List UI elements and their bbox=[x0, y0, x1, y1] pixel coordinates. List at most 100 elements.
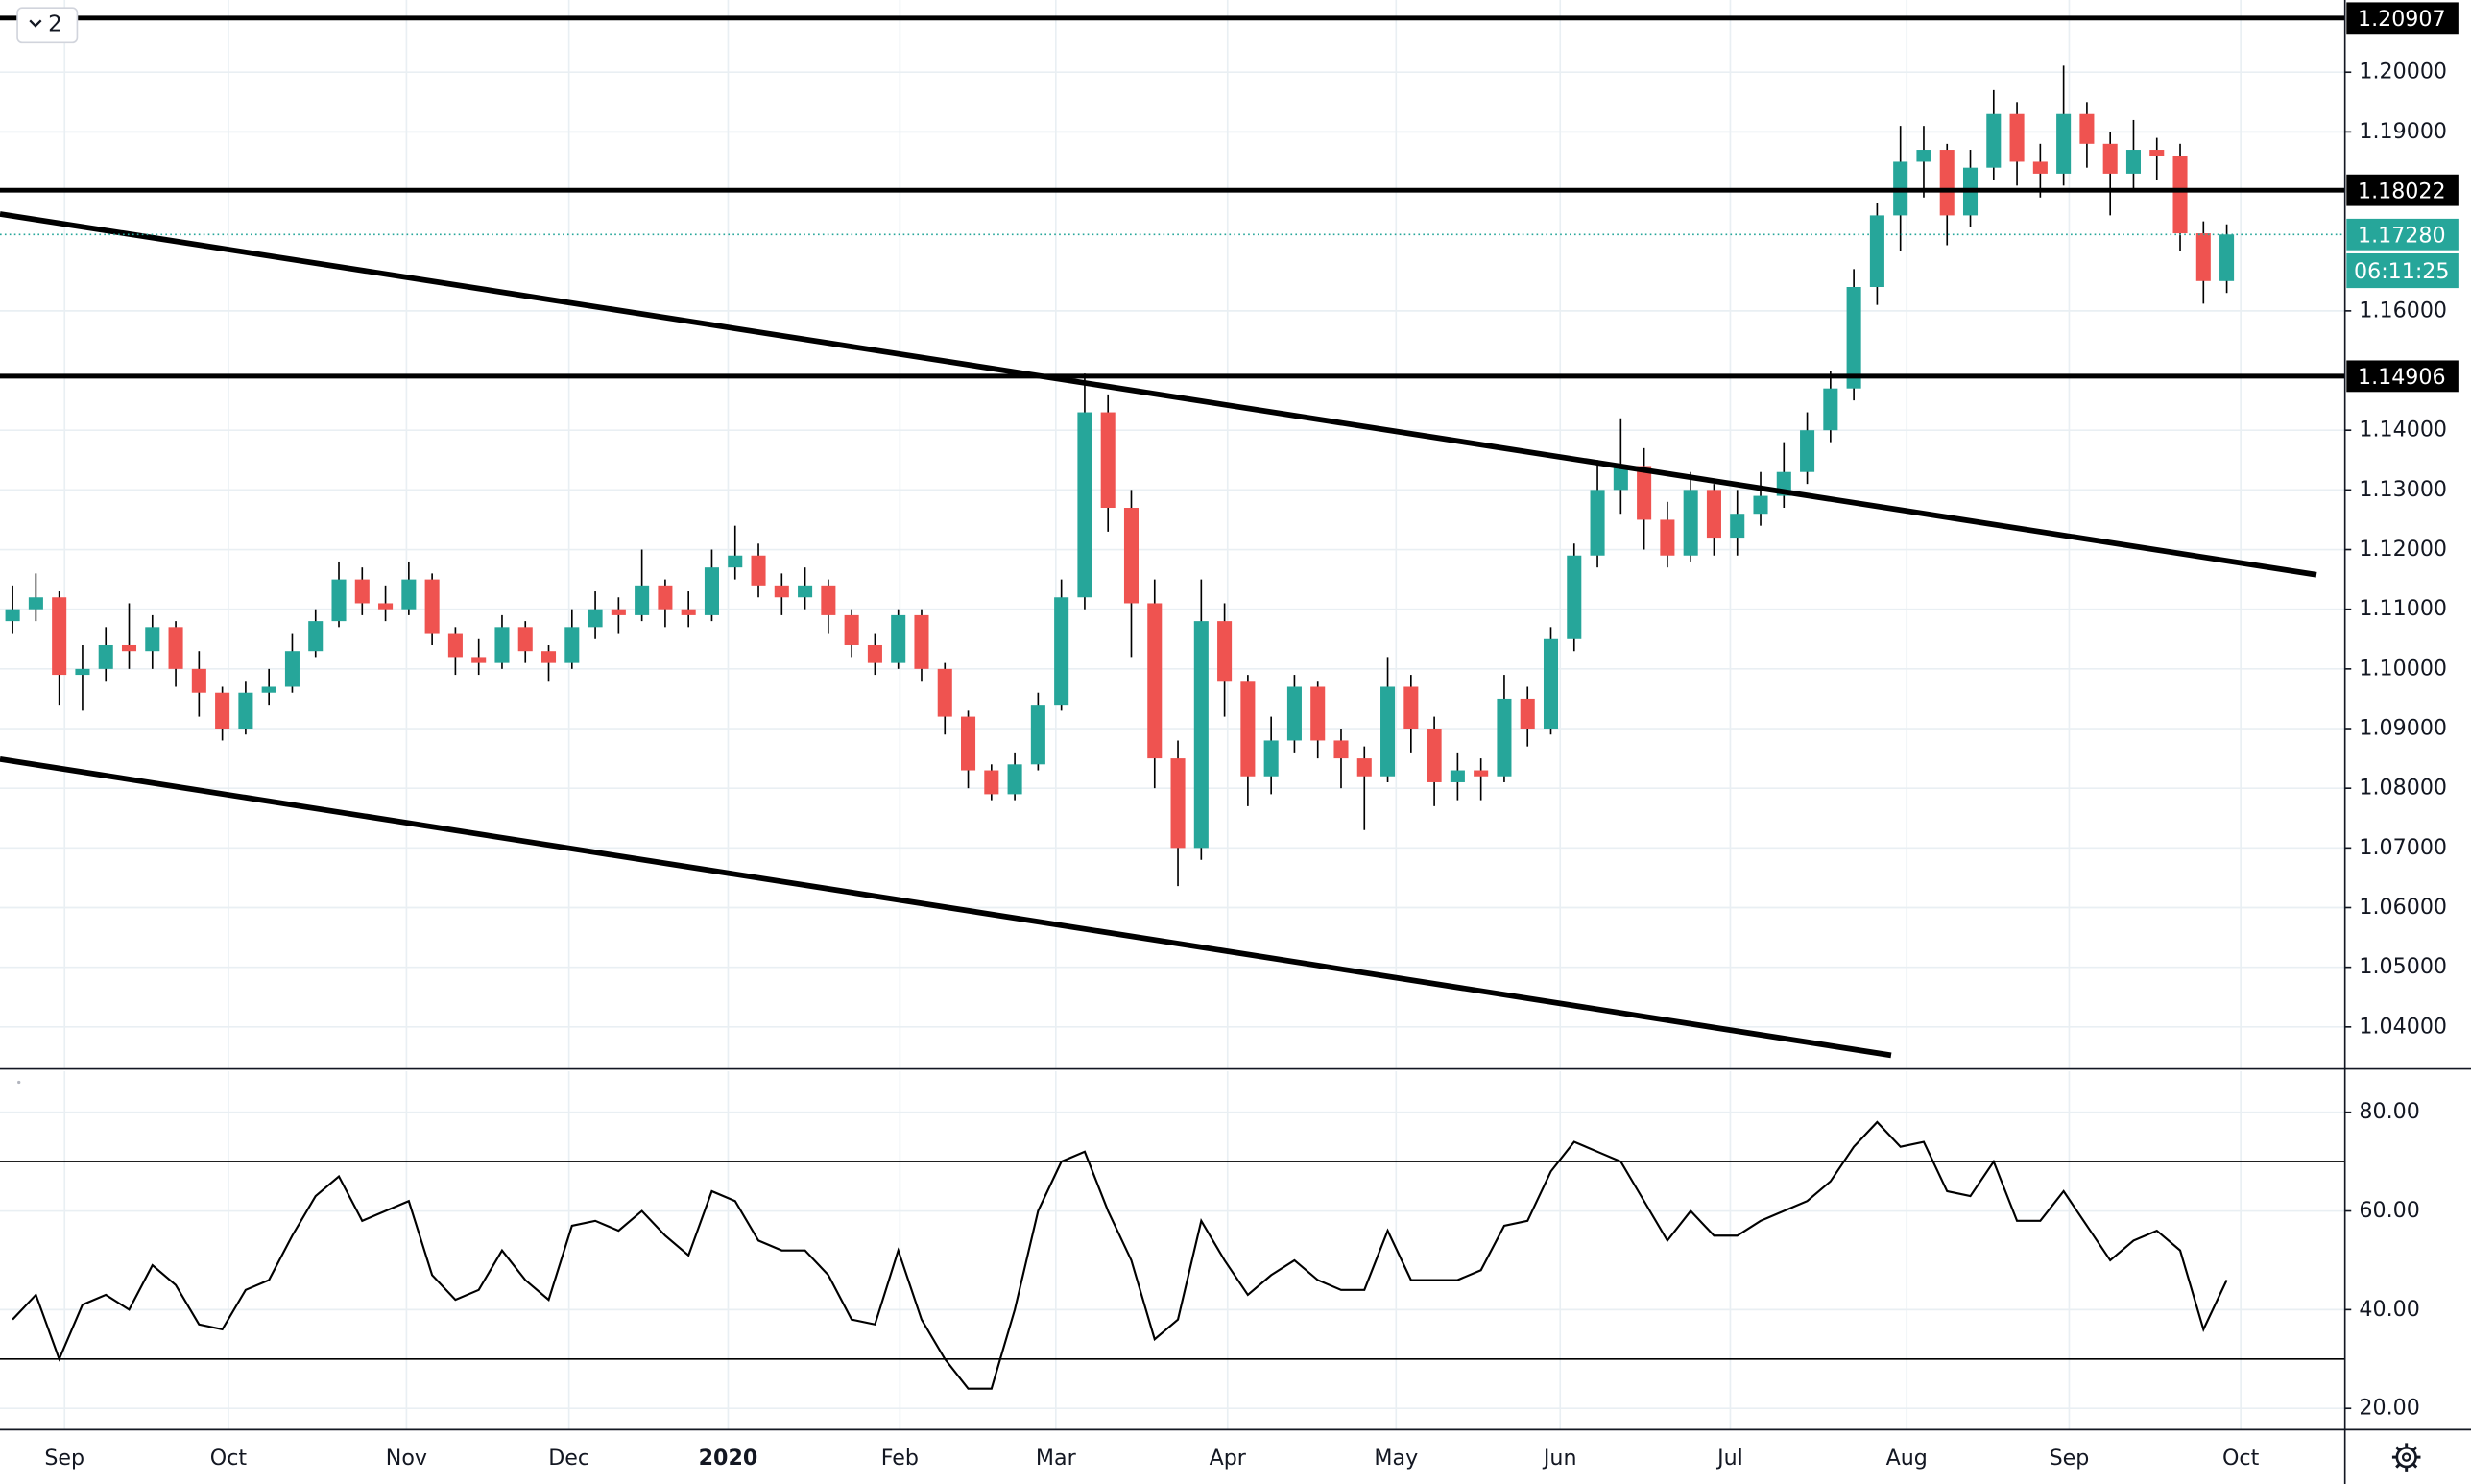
level-label-box bbox=[2346, 174, 2459, 206]
badge[interactable]: 2 bbox=[16, 7, 79, 44]
y-tick-label: 60.00 bbox=[2359, 1198, 2419, 1223]
candle-body bbox=[1193, 621, 1209, 849]
pane-dot bbox=[17, 1080, 21, 1085]
x-tick-label: Apr bbox=[1210, 1446, 1247, 1471]
candle-body bbox=[774, 585, 789, 598]
candle-body bbox=[401, 579, 417, 610]
candle-body bbox=[308, 621, 324, 652]
candle-body bbox=[1217, 621, 1233, 682]
candle-body bbox=[1683, 490, 1698, 556]
y-tick-label: 1.16000 bbox=[2359, 298, 2447, 323]
x-tick-label: Jun bbox=[1542, 1446, 1577, 1471]
candle-body bbox=[1263, 740, 1279, 777]
x-tick-label: Jul bbox=[1715, 1446, 1743, 1471]
level-label: 1.18022 bbox=[2358, 179, 2446, 203]
y-tick-label: 1.20000 bbox=[2359, 60, 2447, 84]
candle-body bbox=[28, 597, 43, 610]
last-price-box bbox=[2346, 218, 2459, 251]
x-tick-label: Oct bbox=[2222, 1446, 2260, 1471]
candle-body bbox=[191, 668, 206, 693]
candle-body bbox=[1637, 466, 1652, 520]
y-tick-label: 1.19000 bbox=[2359, 119, 2447, 144]
candle-body bbox=[1403, 686, 1419, 730]
candle-body bbox=[1007, 764, 1022, 795]
candle-body bbox=[751, 555, 766, 586]
candle-body bbox=[1427, 729, 1442, 782]
candle-body bbox=[704, 567, 719, 615]
y-tick-label: 1.06000 bbox=[2359, 895, 2447, 920]
gear-hub bbox=[2401, 1452, 2411, 1462]
x-tick-label: Dec bbox=[548, 1446, 589, 1471]
candle-body bbox=[635, 585, 650, 615]
candle-body bbox=[1869, 215, 1884, 288]
candle-body bbox=[914, 614, 929, 669]
candle-body bbox=[2009, 113, 2025, 162]
candle-body bbox=[145, 627, 160, 652]
candle-body bbox=[1916, 150, 1931, 162]
candle-body bbox=[2172, 156, 2188, 234]
candle-body bbox=[2149, 150, 2165, 156]
candle-body bbox=[354, 579, 370, 604]
candle-body bbox=[1823, 388, 1838, 431]
y-tick-label: 1.14000 bbox=[2359, 418, 2447, 443]
y-tick-label: 1.09000 bbox=[2359, 716, 2447, 741]
badge-count: 2 bbox=[48, 12, 62, 37]
y-tick-label: 1.05000 bbox=[2359, 954, 2447, 979]
candle-body bbox=[658, 585, 673, 610]
settings-button[interactable] bbox=[2391, 1443, 2421, 1472]
candle-body bbox=[75, 668, 90, 676]
candle-body bbox=[540, 651, 557, 663]
y-tick-label: 40.00 bbox=[2359, 1297, 2419, 1322]
candle-body bbox=[2219, 234, 2235, 281]
badge-box[interactable] bbox=[16, 7, 79, 44]
marks bbox=[0, 15, 2345, 1390]
candle-body bbox=[821, 585, 836, 615]
y-tick-label: 80.00 bbox=[2359, 1099, 2419, 1124]
candle-body bbox=[471, 657, 487, 663]
level-label: 1.14906 bbox=[2358, 365, 2446, 390]
candle-body bbox=[1286, 686, 1302, 741]
x-tick-label: Sep bbox=[2050, 1446, 2090, 1471]
candle-body bbox=[1356, 758, 1372, 777]
y-tick-label: 1.04000 bbox=[2359, 1014, 2447, 1039]
candle-body bbox=[1520, 698, 1535, 730]
candle-body bbox=[2032, 161, 2048, 174]
candle-body bbox=[867, 644, 882, 663]
candle-body bbox=[215, 692, 230, 730]
candle-body bbox=[5, 609, 20, 622]
candle-body bbox=[2056, 113, 2072, 174]
candle-body bbox=[1613, 466, 1628, 491]
candle-body bbox=[1123, 508, 1140, 604]
candle-body bbox=[1380, 686, 1396, 777]
candle-body bbox=[98, 644, 113, 669]
candle-body bbox=[1170, 758, 1186, 849]
candle-body bbox=[261, 686, 276, 693]
candle-body bbox=[1474, 770, 1489, 777]
candle-body bbox=[1450, 770, 1465, 782]
candle-body bbox=[121, 644, 137, 652]
level-label-box bbox=[2346, 360, 2459, 393]
level-label: 1.20907 bbox=[2358, 7, 2446, 32]
candle-body bbox=[728, 555, 743, 568]
candle-body bbox=[1333, 740, 1349, 759]
candle-body bbox=[331, 579, 347, 622]
x-tick-label: 2020 bbox=[699, 1446, 758, 1471]
candle-body bbox=[1543, 638, 1559, 730]
candle-body bbox=[2125, 150, 2141, 174]
gear-teeth bbox=[2391, 1443, 2421, 1472]
last-price-label: 1.17280 bbox=[2358, 223, 2446, 248]
candle-body bbox=[1497, 698, 1512, 777]
y-tick-label: 1.12000 bbox=[2359, 537, 2447, 562]
candle-body bbox=[961, 716, 976, 771]
candle-body bbox=[2195, 233, 2211, 281]
candle-body bbox=[1660, 519, 1675, 556]
candle-body bbox=[1567, 555, 1582, 639]
trend-line bbox=[0, 755, 1892, 1059]
candle-body bbox=[378, 603, 394, 610]
candle-body bbox=[1100, 412, 1116, 509]
candle-body bbox=[1077, 412, 1092, 598]
x-tick-label: Sep bbox=[44, 1446, 84, 1471]
